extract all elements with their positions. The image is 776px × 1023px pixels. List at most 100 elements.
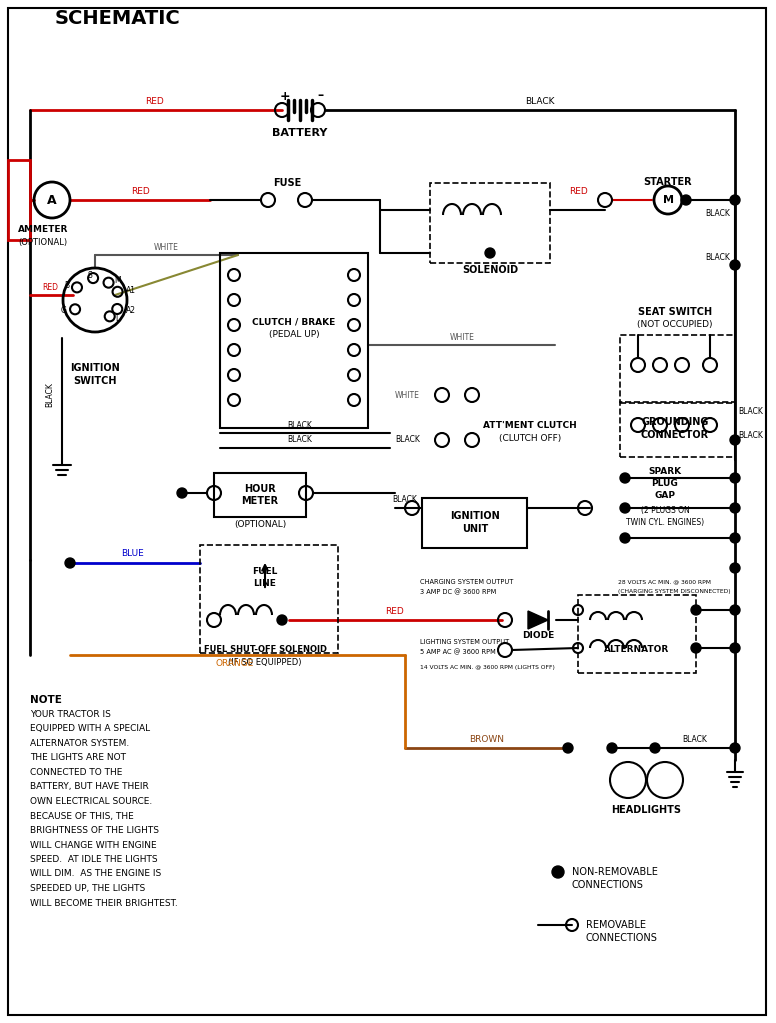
Circle shape [563, 743, 573, 753]
Circle shape [620, 533, 630, 543]
Text: BECAUSE OF THIS, THE: BECAUSE OF THIS, THE [30, 811, 133, 820]
Text: IGNITION: IGNITION [450, 512, 500, 521]
Text: M: M [114, 276, 121, 285]
Text: BLACK: BLACK [683, 735, 708, 744]
Circle shape [691, 605, 701, 615]
Circle shape [620, 503, 630, 513]
Text: WILL DIM.  AS THE ENGINE IS: WILL DIM. AS THE ENGINE IS [30, 870, 161, 879]
Text: RED: RED [42, 282, 58, 292]
Circle shape [730, 533, 740, 543]
Text: A: A [47, 193, 57, 207]
Text: BLACK: BLACK [393, 494, 417, 503]
Text: BLACK: BLACK [525, 97, 555, 106]
Text: S: S [88, 271, 92, 280]
Circle shape [65, 558, 75, 568]
Text: (PEDAL UP): (PEDAL UP) [268, 330, 319, 340]
Bar [620, 335, 735, 403]
Text: ATT'MENT CLUTCH: ATT'MENT CLUTCH [483, 420, 577, 430]
Text: BLACK: BLACK [705, 209, 730, 218]
Text: +: + [279, 89, 290, 102]
Text: (OPTIONAL): (OPTIONAL) [234, 520, 286, 529]
Text: BATTERY: BATTERY [272, 128, 327, 138]
Text: (2 PLUGS ON: (2 PLUGS ON [641, 505, 689, 515]
Text: (CHARGING SYSTEM DISCONNECTED): (CHARGING SYSTEM DISCONNECTED) [618, 589, 731, 594]
Text: IGNITION: IGNITION [70, 363, 120, 373]
Text: SPEEDED UP, THE LIGHTS: SPEEDED UP, THE LIGHTS [30, 884, 145, 893]
Bar [430, 183, 550, 263]
Text: SCHEMATIC: SCHEMATIC [55, 8, 181, 28]
Text: EQUIPPED WITH A SPECIAL: EQUIPPED WITH A SPECIAL [30, 724, 150, 733]
Circle shape [691, 643, 701, 653]
Text: SWITCH: SWITCH [73, 376, 116, 386]
Circle shape [730, 605, 740, 615]
Text: BLACK: BLACK [738, 431, 763, 440]
Text: SEAT SWITCH: SEAT SWITCH [638, 307, 712, 317]
Circle shape [730, 260, 740, 270]
Text: NOTE: NOTE [30, 695, 62, 705]
Text: RED: RED [569, 187, 587, 196]
Circle shape [177, 488, 187, 498]
Text: FUEL: FUEL [252, 568, 278, 577]
Text: STARTER: STARTER [643, 177, 692, 187]
Circle shape [607, 743, 617, 753]
Text: BLUE: BLUE [120, 549, 144, 559]
Text: (CLUTCH OFF): (CLUTCH OFF) [499, 434, 561, 443]
Text: BLACK: BLACK [395, 436, 420, 445]
Bar [578, 595, 696, 673]
Text: A2: A2 [126, 306, 136, 314]
Circle shape [620, 473, 630, 483]
Text: BLACK: BLACK [738, 407, 763, 416]
Bar [620, 402, 735, 457]
Text: ALTERNATOR: ALTERNATOR [605, 646, 670, 655]
Circle shape [730, 473, 740, 483]
Text: NON-REMOVABLE: NON-REMOVABLE [572, 868, 658, 877]
Text: RED: RED [386, 607, 404, 616]
Circle shape [681, 195, 691, 205]
Bar [220, 253, 368, 428]
Text: BLACK: BLACK [288, 436, 313, 445]
Text: WHITE: WHITE [395, 391, 420, 400]
Text: SOLENOID: SOLENOID [462, 265, 518, 275]
Text: (OPTIONAL): (OPTIONAL) [19, 238, 68, 248]
Circle shape [730, 743, 740, 753]
Text: BLACK: BLACK [288, 420, 313, 430]
Text: 14 VOLTS AC MIN. @ 3600 RPM (LIGHTS OFF): 14 VOLTS AC MIN. @ 3600 RPM (LIGHTS OFF) [420, 665, 555, 669]
Text: CONNECTED TO THE: CONNECTED TO THE [30, 768, 123, 777]
Text: METER: METER [241, 496, 279, 506]
Circle shape [277, 615, 287, 625]
Text: THE LIGHTS ARE NOT: THE LIGHTS ARE NOT [30, 754, 126, 762]
Text: BATTERY, BUT HAVE THEIR: BATTERY, BUT HAVE THEIR [30, 783, 149, 792]
Text: 28 VOLTS AC MIN. @ 3600 RPM: 28 VOLTS AC MIN. @ 3600 RPM [618, 579, 711, 584]
Text: CHARGING SYSTEM OUTPUT: CHARGING SYSTEM OUTPUT [420, 579, 514, 585]
Text: ALTERNATOR SYSTEM.: ALTERNATOR SYSTEM. [30, 739, 130, 748]
Text: BRIGHTNESS OF THE LIGHTS: BRIGHTNESS OF THE LIGHTS [30, 826, 159, 835]
Text: REMOVABLE: REMOVABLE [586, 920, 646, 930]
Text: HEADLIGHTS: HEADLIGHTS [611, 805, 681, 815]
Text: RED: RED [146, 97, 165, 106]
Text: M: M [663, 195, 674, 205]
Text: ORANGE: ORANGE [216, 659, 255, 667]
Text: UNIT: UNIT [462, 524, 488, 534]
Text: 3 AMP DC @ 3600 RPM: 3 AMP DC @ 3600 RPM [420, 589, 496, 595]
Text: A1: A1 [126, 286, 136, 296]
Text: PLUG: PLUG [652, 480, 678, 489]
Text: SPEED.  AT IDLE THE LIGHTS: SPEED. AT IDLE THE LIGHTS [30, 855, 158, 864]
Text: CONNECTIONS: CONNECTIONS [572, 880, 644, 890]
Polygon shape [528, 611, 548, 629]
Text: WILL BECOME THEIR BRIGHTEST.: WILL BECOME THEIR BRIGHTEST. [30, 898, 178, 907]
Text: YOUR TRACTOR IS: YOUR TRACTOR IS [30, 710, 111, 719]
Text: GAP: GAP [654, 491, 675, 500]
Text: HOUR: HOUR [244, 484, 276, 494]
Circle shape [485, 248, 495, 258]
Text: 5 AMP AC @ 3600 RPM: 5 AMP AC @ 3600 RPM [420, 649, 496, 656]
Text: CONNECTIONS: CONNECTIONS [586, 933, 658, 943]
Text: AMMETER: AMMETER [18, 225, 68, 234]
Text: DIODE: DIODE [522, 631, 554, 640]
Text: G: G [61, 306, 67, 315]
Circle shape [730, 563, 740, 573]
Text: FUSE: FUSE [273, 178, 301, 188]
Text: (NOT OCCUPIED): (NOT OCCUPIED) [637, 319, 712, 328]
Text: SPARK: SPARK [649, 468, 681, 477]
Bar [422, 498, 527, 548]
Circle shape [650, 743, 660, 753]
